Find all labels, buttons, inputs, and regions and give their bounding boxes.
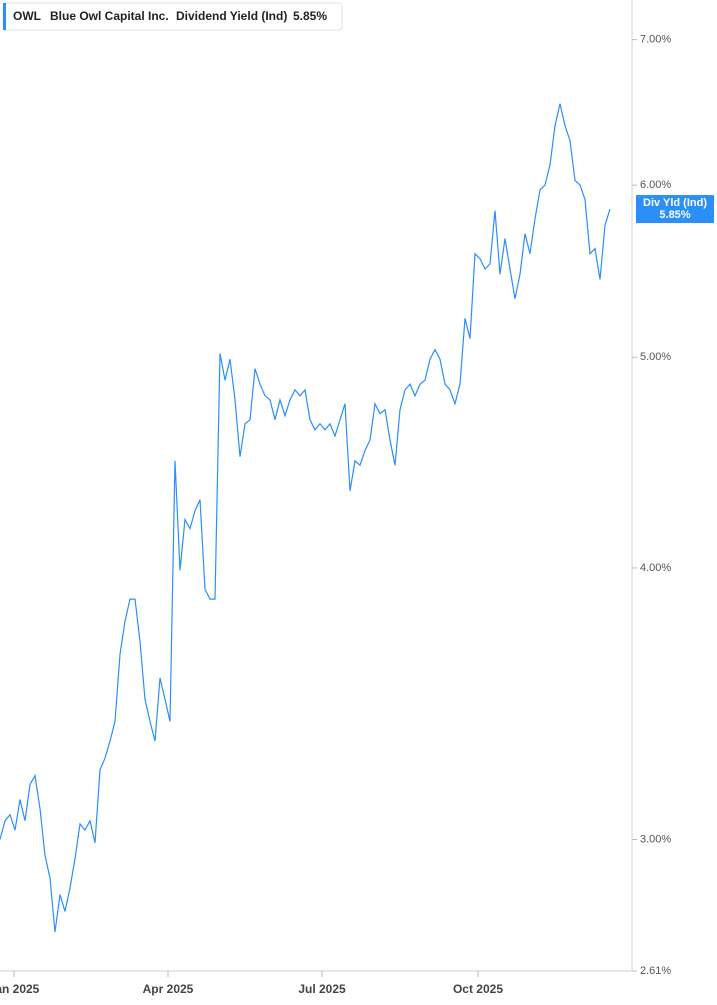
y-tick-label: 4.00%	[640, 562, 671, 574]
company-name: Blue Owl Capital Inc.	[50, 9, 169, 23]
series-line	[0, 103, 611, 933]
metric: Dividend Yield (Ind)	[176, 9, 287, 23]
x-tick-label: Jul 2025	[298, 982, 346, 996]
x-tick-label: Jan 2025	[0, 982, 40, 996]
y-tick-label: 7.00%	[640, 34, 671, 46]
y-tick-label: 5.00%	[640, 351, 671, 363]
legend-value: 5.85%	[293, 9, 327, 23]
callout-value: 5.85%	[659, 209, 690, 221]
x-tick-label: Apr 2025	[143, 982, 194, 996]
y-tick-label: 3.00%	[640, 833, 671, 845]
y-tick-label: 2.61%	[640, 965, 671, 977]
legend-swatch	[3, 3, 6, 30]
ticker: OWL	[13, 9, 41, 23]
x-tick-label: Oct 2025	[453, 982, 503, 996]
callout-name: Div Yld (Ind)	[643, 197, 707, 209]
callout-box	[636, 195, 714, 224]
y-tick-label: 6.00%	[640, 179, 671, 191]
